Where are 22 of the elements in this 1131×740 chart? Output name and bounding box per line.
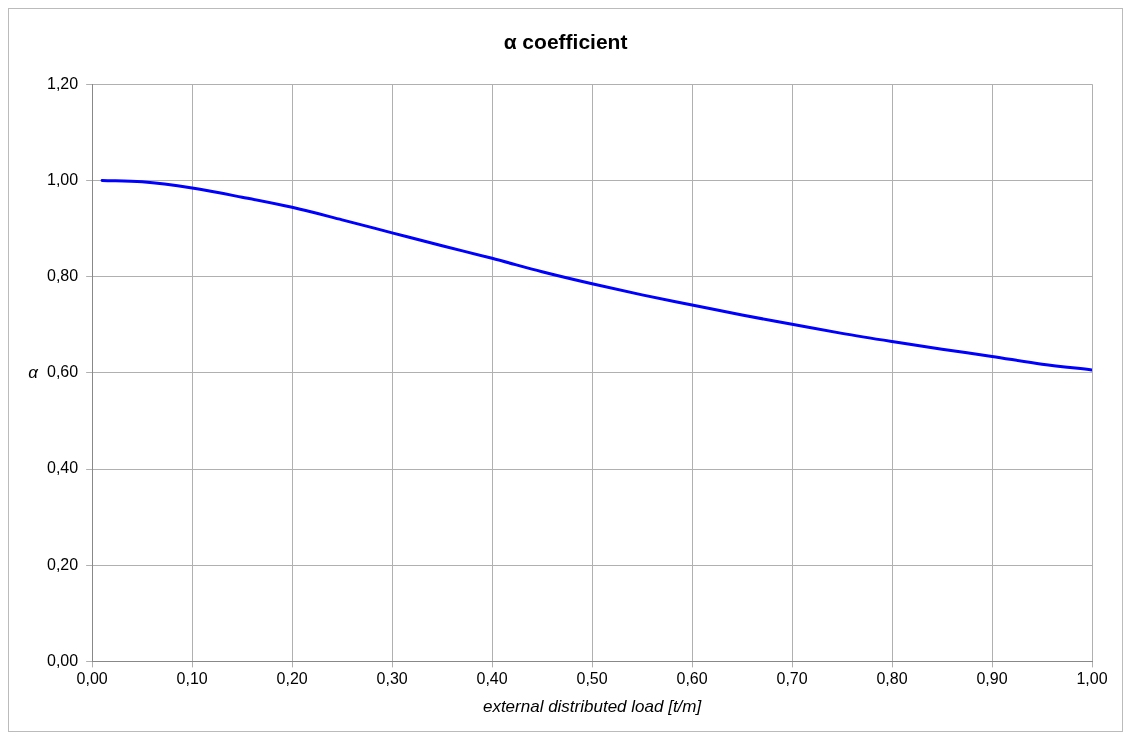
y-tick-label: 0,00: [47, 651, 79, 669]
y-axis-title: α: [28, 362, 40, 382]
x-tick-label: 0,10: [176, 670, 208, 688]
y-tick-label: 0,20: [47, 555, 79, 573]
x-tick-label: 0,20: [276, 670, 308, 688]
x-tick-label: 0,40: [476, 670, 508, 688]
y-tick-label: 0,40: [47, 459, 79, 477]
x-tick-label: 0,00: [76, 670, 108, 688]
x-tick-label: 0,50: [576, 670, 608, 688]
y-tick-label: 0,80: [47, 267, 79, 285]
x-tick-label: 1,00: [1076, 670, 1108, 688]
x-tick-label: 0,80: [876, 670, 908, 688]
line-series: [100, 178, 1092, 372]
chart-title: α coefficient: [503, 30, 628, 54]
x-tick-label: 0,90: [976, 670, 1008, 688]
y-tick-label: 0,60: [47, 363, 79, 381]
x-tick-label: 0,60: [676, 670, 708, 688]
x-tick-label: 0,30: [376, 670, 408, 688]
x-axis-title: external distributed load [t/m]: [482, 696, 703, 716]
y-tick-label: 1,00: [47, 170, 79, 188]
x-tick-label: 0,70: [776, 670, 808, 688]
y-tick-label: 1,20: [47, 74, 79, 92]
